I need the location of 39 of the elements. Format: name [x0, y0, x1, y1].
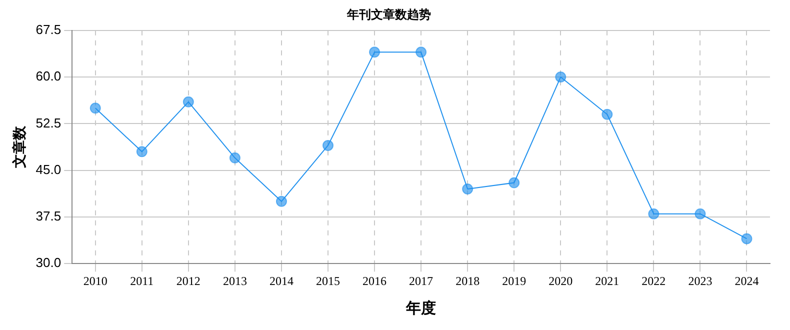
point — [322, 140, 334, 151]
x-tick-label: 2011 — [130, 274, 154, 288]
x-tick-label: 2012 — [176, 274, 200, 288]
y-tick-label: 37.5 — [36, 208, 62, 224]
x-tick-label: 2013 — [222, 274, 247, 288]
x-tick-label: 2024 — [734, 274, 759, 288]
x-tick-label: 2021 — [595, 274, 620, 288]
chart-title: 年刊文章数趋势 — [346, 7, 431, 22]
point — [90, 102, 101, 114]
y-tick-label: 52.5 — [36, 115, 62, 130]
x-tick-label: 2017 — [409, 274, 434, 288]
y-tick-label: 67.5 — [36, 22, 62, 37]
x-tick-label: 2022 — [642, 274, 666, 288]
x-tick-label: 2019 — [502, 274, 526, 288]
point — [416, 46, 427, 58]
y-tick-label: 60.0 — [36, 68, 62, 84]
point — [648, 208, 660, 220]
x-tick-label: 2023 — [688, 274, 712, 288]
point — [229, 152, 240, 164]
point — [694, 208, 706, 220]
y-tick-label: 45.0 — [36, 162, 62, 177]
x-tick-label: 2010 — [83, 274, 108, 288]
point — [741, 233, 752, 244]
point — [555, 72, 566, 83]
x-tick-label: 2014 — [269, 274, 294, 288]
x-tick-label: 2020 — [548, 274, 573, 288]
point — [462, 183, 474, 194]
point — [369, 46, 380, 58]
x-axis-title: 年度 — [405, 298, 436, 317]
y-tick-label: 30.0 — [36, 255, 62, 270]
x-tick-label: 2015 — [316, 274, 340, 288]
point — [602, 108, 613, 120]
point — [182, 96, 194, 108]
x-tick-label: 2018 — [456, 274, 480, 288]
point — [508, 177, 520, 188]
point — [136, 146, 148, 158]
y-axis-title: 文章数 — [11, 125, 28, 169]
x-tick-label: 2016 — [362, 274, 387, 288]
point — [276, 196, 287, 207]
